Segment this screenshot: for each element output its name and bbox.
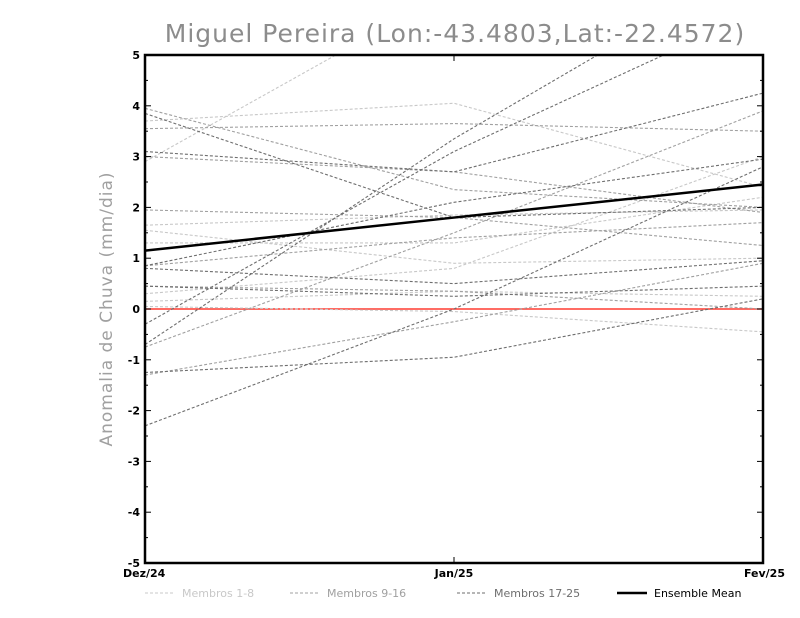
member-line-19 xyxy=(145,158,763,267)
member-line-4 xyxy=(145,229,763,264)
y-tick-label: 5 xyxy=(132,49,140,62)
member-line-6 xyxy=(145,156,763,295)
member-line-24 xyxy=(145,298,763,374)
legend-label: Membros 9-16 xyxy=(327,587,406,600)
legend-label: Membros 1-8 xyxy=(182,587,254,600)
y-tick-label: 3 xyxy=(132,151,140,164)
y-tick-label: 1 xyxy=(132,252,140,265)
member-line-12 xyxy=(145,209,763,247)
axes: -5 -4 -3 -2 -1 0 1 2 3 4 5 Dez/24 Jan/25 Fev/25 xyxy=(123,49,785,580)
member-line-3 xyxy=(145,209,763,226)
y-axis-label: Anomalia de Chuva (mm/dia) xyxy=(97,171,117,446)
member-line-5 xyxy=(145,196,763,244)
x-tick-label: Jan/25 xyxy=(434,567,474,580)
ensemble-mean-line xyxy=(145,183,763,252)
member-line-22 xyxy=(145,55,665,325)
member-line-10 xyxy=(145,107,763,208)
x-tick-label: Dez/24 xyxy=(123,567,166,580)
member-line-15 xyxy=(145,110,763,348)
member-line-18 xyxy=(145,92,763,173)
member-line-8 xyxy=(145,305,763,333)
member-line-1 xyxy=(145,102,763,188)
legend: Membros 1-8 Membros 9-16 Membros 17-25 Ense… xyxy=(145,587,741,600)
member-line-20 xyxy=(145,260,763,285)
member-line-23 xyxy=(145,55,599,346)
member-line-16 xyxy=(145,262,763,376)
y-tick-label: 0 xyxy=(132,303,140,316)
x-tick-label: Fev/25 xyxy=(744,567,785,580)
member-line-21 xyxy=(145,285,763,297)
plot-lines xyxy=(145,55,763,427)
y-tick-label: -2 xyxy=(128,405,140,418)
y-tick-label: 2 xyxy=(132,201,140,214)
member-line-25 xyxy=(145,166,763,427)
y-tick-label: -3 xyxy=(128,455,140,468)
chart-title: Miguel Pereira (Lon:-43.4803,Lat:-22.457… xyxy=(165,19,745,48)
member-line-2 xyxy=(145,55,337,163)
member-line-9 xyxy=(145,123,763,132)
member-line-11 xyxy=(145,156,763,214)
member-line-7 xyxy=(145,290,763,302)
y-tick-label: 4 xyxy=(132,100,140,113)
member-line-13 xyxy=(145,222,763,267)
member-line-14 xyxy=(145,285,763,310)
y-tick-label: -4 xyxy=(128,506,141,519)
legend-label: Ensemble Mean xyxy=(654,587,741,600)
y-tick-label: -5 xyxy=(128,557,140,570)
legend-label: Membros 17-25 xyxy=(494,587,580,600)
y-tick-label: -1 xyxy=(128,354,140,367)
